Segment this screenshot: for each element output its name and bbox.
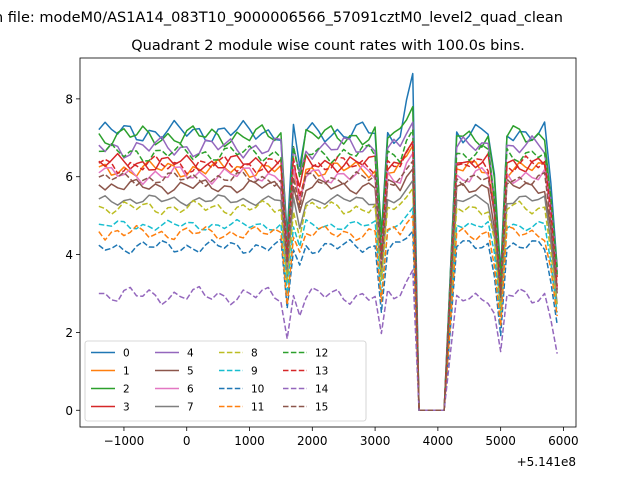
figure-suptitle: n file: modeM0/AS1A14_083T10_9000006566_… <box>0 10 563 26</box>
series-line-9 <box>98 207 558 412</box>
legend-label-2: 2 <box>123 384 130 396</box>
series-line-3 <box>98 140 558 412</box>
legend-label-0: 0 <box>123 348 130 360</box>
series-line-13 <box>98 140 558 412</box>
series-line-10 <box>98 230 558 412</box>
series-line-14 <box>98 269 558 412</box>
y-tick-label: 0 <box>65 404 73 418</box>
legend-label-10: 10 <box>251 384 264 396</box>
y-tick-label: 4 <box>65 248 73 262</box>
legend-label-13: 13 <box>315 366 328 378</box>
x-tick-label: −1000 <box>104 434 145 448</box>
legend-label-8: 8 <box>251 348 258 360</box>
chart-title: Quadrant 2 module wise count rates with … <box>131 38 525 54</box>
x-tick-label: 2000 <box>297 434 328 448</box>
legend-box <box>84 340 367 422</box>
legend-label-11: 11 <box>251 402 264 414</box>
legend-label-9: 9 <box>251 366 258 378</box>
legend-label-14: 14 <box>315 384 329 396</box>
series-line-12 <box>98 129 558 412</box>
y-tick-label: 8 <box>65 92 73 106</box>
series-line-5 <box>98 168 558 412</box>
legend-label-5: 5 <box>187 366 194 378</box>
legend-label-1: 1 <box>123 366 130 378</box>
series-line-8 <box>98 187 558 412</box>
x-tick-label: 5000 <box>485 434 516 448</box>
legend-label-3: 3 <box>123 402 130 414</box>
series-line-4 <box>98 121 558 412</box>
legend-label-6: 6 <box>187 384 194 396</box>
x-tick-label: 4000 <box>423 434 454 448</box>
legend-label-15: 15 <box>315 402 328 414</box>
legend-label-12: 12 <box>315 348 328 360</box>
series-line-0 <box>98 72 558 412</box>
y-tick-label: 6 <box>65 170 73 184</box>
x-tick-label: 1000 <box>234 434 265 448</box>
series-line-15 <box>98 160 558 412</box>
legend-label-4: 4 <box>187 348 194 360</box>
x-tick-label: 3000 <box>360 434 391 448</box>
y-tick-label: 2 <box>65 326 73 340</box>
legend-label-7: 7 <box>187 402 194 414</box>
series-line-7 <box>98 179 558 412</box>
plot-frame <box>79 57 577 428</box>
x-tick-label: 0 <box>183 434 191 448</box>
y-axis: 0 2 4 6 8 <box>65 92 80 418</box>
x-axis: −1000 0 1000 2000 3000 4000 5000 6000 <box>104 427 579 448</box>
x-tick-label: 6000 <box>548 434 579 448</box>
series-layer <box>98 72 558 412</box>
series-line-11 <box>98 214 558 412</box>
x-offset-text: +5.141e8 <box>517 455 576 469</box>
